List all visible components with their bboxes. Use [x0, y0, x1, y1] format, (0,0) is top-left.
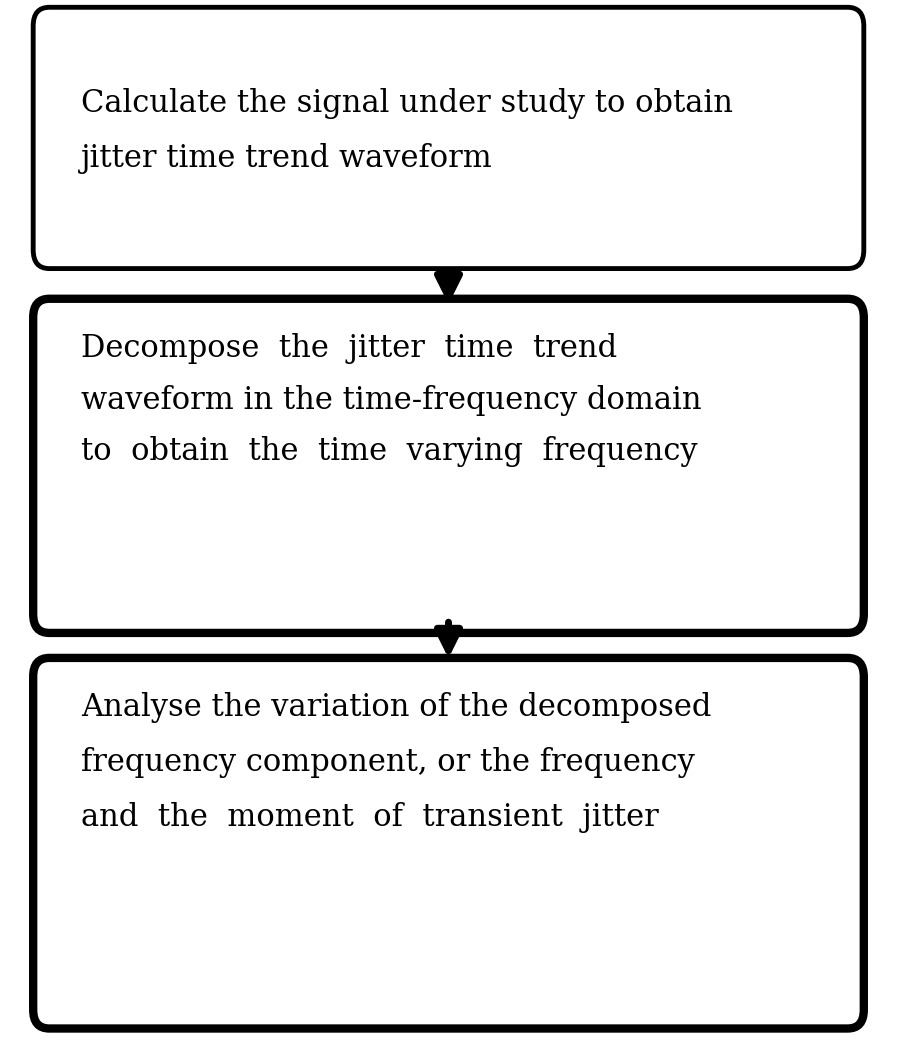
FancyBboxPatch shape [33, 658, 864, 1029]
Text: Analyse the variation of the decomposed
frequency component, or the frequency
an: Analyse the variation of the decomposed … [81, 692, 711, 833]
Text: Decompose  the  jitter  time  trend
waveform in the time-frequency domain
to  ob: Decompose the jitter time trend waveform… [81, 333, 701, 467]
FancyBboxPatch shape [33, 7, 864, 269]
Text: Calculate the signal under study to obtain
jitter time trend waveform: Calculate the signal under study to obta… [81, 88, 733, 175]
FancyBboxPatch shape [33, 299, 864, 633]
